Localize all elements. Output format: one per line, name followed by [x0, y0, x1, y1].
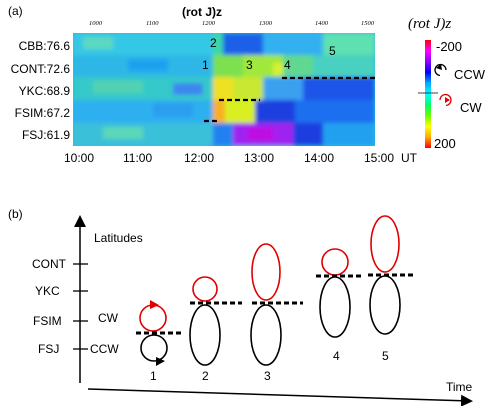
time-tick: 11:00: [123, 151, 153, 165]
y-tick-ykc: YKC: [35, 284, 60, 298]
ccw-vortex-1: [140, 334, 168, 362]
cw-rotation-icon: [439, 93, 452, 107]
panel-a-label: (a): [8, 4, 23, 18]
panel-b-label: (b): [8, 207, 23, 221]
time-axis: [87, 388, 473, 406]
cw-vortex-4: [321, 248, 349, 276]
y-tick-fsim: FSIM: [33, 314, 62, 328]
boundary-dashes: [204, 76, 375, 123]
colorbar-cw-label: CW: [460, 100, 482, 115]
cw-vortex-1: [139, 304, 167, 332]
ccw-rotation-icon: [434, 63, 447, 77]
latitudes-axis-label: Latitudes: [94, 231, 143, 245]
stage-label-5: 5: [382, 349, 389, 363]
ccw-vortex-3: [250, 304, 282, 366]
stage-label-3: 3: [264, 369, 271, 383]
y-tick-cont: CONT: [32, 257, 66, 271]
colorbar-title: (rot J)z: [408, 16, 452, 32]
heatmap-event-4: 4: [284, 58, 291, 72]
colorbar-ccw-label: CCW: [454, 67, 486, 82]
station-label-fsim: FSIM:67.2: [14, 106, 70, 120]
top-axis-tick: 1200: [202, 20, 215, 27]
colorbar: [425, 40, 431, 148]
ccw-label: CCW: [90, 342, 119, 356]
stage-label-1: 1: [150, 369, 157, 383]
ccw-vortex-2: [189, 304, 221, 366]
cw-vortex-3: [251, 243, 281, 301]
colorbar-min-label: -200: [436, 39, 463, 54]
cw-vortex-2: [192, 276, 218, 302]
top-axis-tick: 1300: [259, 20, 272, 27]
station-label-fsj: FSJ:61.9: [21, 128, 70, 142]
ccw-vortex-5: [369, 275, 401, 335]
top-axis-tick: 1100: [146, 20, 159, 27]
time-tick: 13:00: [244, 151, 275, 165]
cw-arrow-icon-1: [150, 300, 159, 309]
station-label-cont: CONT:72.6: [10, 62, 70, 76]
ccw-arrow-icon-1: [156, 357, 165, 366]
heatmap-svg: [73, 33, 375, 146]
heatmap-event-1: 1: [202, 58, 209, 72]
panel-a-title: (rot J)z: [182, 5, 222, 19]
heatmap-event-5: 5: [329, 44, 336, 58]
ccw-vortex-4: [319, 276, 351, 338]
time-tick: 15:00: [364, 151, 395, 165]
cw-label: CW: [98, 311, 118, 325]
rot-jz-heatmap: [73, 33, 375, 146]
time-axis-label: Time: [446, 380, 473, 394]
top-axis-tick: 1500: [361, 20, 374, 27]
time-unit: UT: [401, 151, 417, 165]
cw-vortex-5: [370, 215, 400, 273]
stage-label-4: 4: [333, 349, 340, 363]
top-axis-tick: 1000: [89, 20, 102, 27]
heatmap-event-3: 3: [246, 58, 253, 72]
y-tick-fsj: FSJ: [38, 342, 60, 356]
stage-label-2: 2: [202, 369, 209, 383]
colorbar-max-label: 200: [434, 136, 456, 151]
heatmap-event-2: 2: [210, 36, 217, 50]
top-axis-tick: 1400: [315, 20, 328, 27]
time-tick: 14:00: [304, 151, 335, 165]
time-tick: 12:00: [184, 151, 215, 165]
time-tick: 10:00: [64, 151, 95, 165]
station-label-ykc: YKC:68.9: [18, 84, 70, 98]
station-label-cbb: CBB:76.6: [18, 39, 70, 53]
